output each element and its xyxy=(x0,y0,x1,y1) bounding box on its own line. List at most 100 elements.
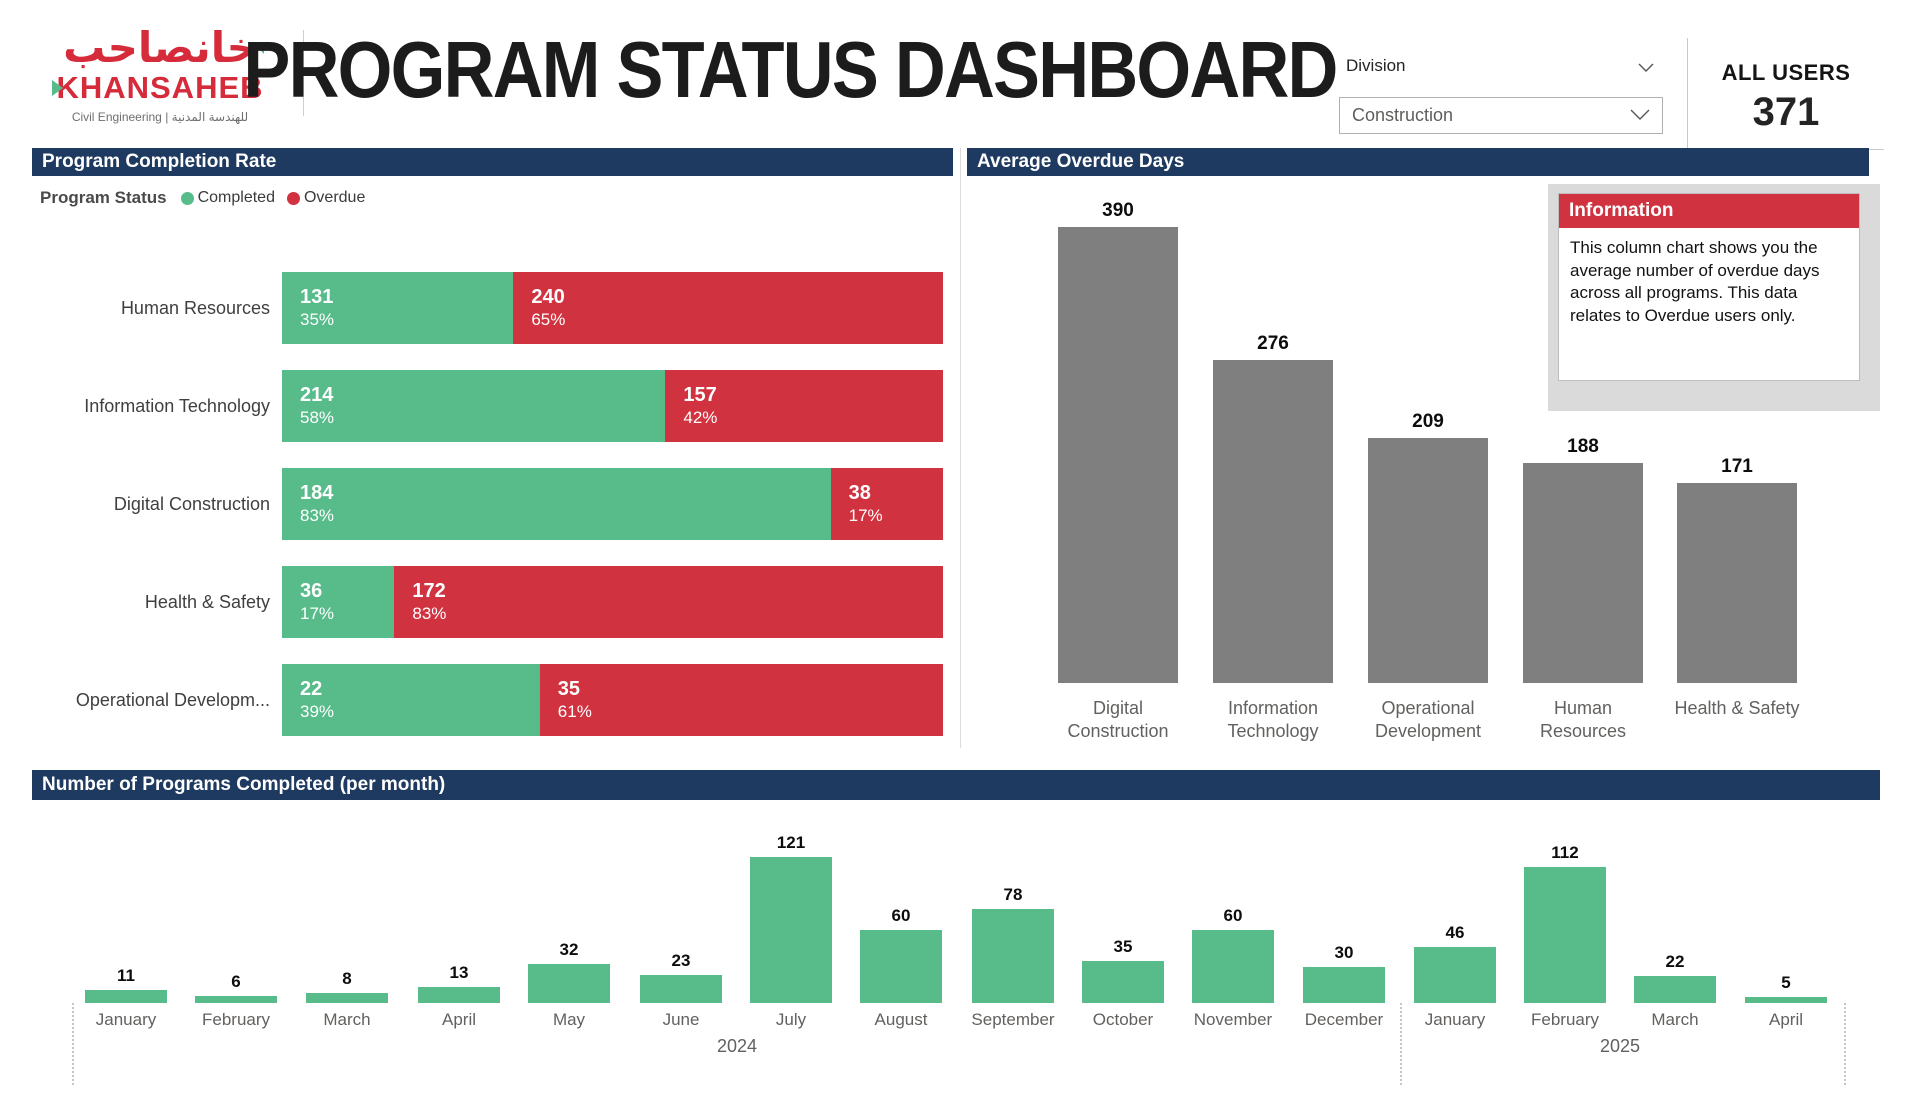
logo-tagline: Civil Engineering | للهندسة المدنية xyxy=(71,110,249,125)
completed-pct: 17% xyxy=(300,604,335,623)
overdue-count: 172 xyxy=(412,580,446,602)
column-value-label: 209 xyxy=(1412,411,1444,432)
slicer-menu-chevron-icon[interactable] xyxy=(1638,60,1654,78)
completed-pct: 35% xyxy=(300,310,335,329)
column-bar[interactable] xyxy=(1058,227,1178,683)
column-value-label: 121 xyxy=(776,833,806,852)
month-axis-label: October xyxy=(1092,1010,1154,1029)
page-title: PROGRAM STATUS DASHBOARD xyxy=(243,25,1338,114)
overdue-pct: 83% xyxy=(412,604,447,623)
column-bar[interactable] xyxy=(1745,997,1827,1003)
overdue-pct: 61% xyxy=(557,702,592,721)
column-bar[interactable] xyxy=(195,996,277,1003)
column-bar[interactable] xyxy=(1523,463,1643,683)
overdue-legend-dot-icon xyxy=(286,191,300,205)
overdue-segment[interactable]: 240 65% xyxy=(513,272,943,344)
column-bar[interactable] xyxy=(528,964,610,1003)
logo-green-accent-icon xyxy=(52,80,63,96)
column-value-label: 30 xyxy=(1334,943,1354,962)
axis-category-label: Health & Safety xyxy=(1674,698,1800,718)
overdue-pct: 42% xyxy=(683,408,718,427)
column-bar[interactable] xyxy=(860,930,942,1003)
monthly-column: 32 xyxy=(514,940,624,1003)
column-bar[interactable] xyxy=(1303,967,1385,1003)
completed-segment[interactable]: 184 83% xyxy=(282,468,831,540)
monthly-column: 23 xyxy=(626,951,736,1003)
monthly-column: 35 xyxy=(1068,937,1178,1003)
overdue-count: 35 xyxy=(557,678,581,700)
completion-row-information-technology: Information Technology 214 58% 157 42% xyxy=(32,370,943,442)
monthly-column: 112 xyxy=(1510,843,1620,1003)
column-bar[interactable] xyxy=(1082,961,1164,1003)
column-bar[interactable] xyxy=(640,975,722,1003)
column-bar[interactable] xyxy=(1192,930,1274,1003)
column-value-label: 112 xyxy=(1551,843,1579,862)
column-bar[interactable] xyxy=(1414,947,1496,1003)
column-value-label: 22 xyxy=(1665,952,1685,971)
information-card: Information This column chart shows you … xyxy=(1558,193,1860,381)
category-label: Digital Construction xyxy=(113,493,270,514)
column-bar[interactable] xyxy=(306,993,388,1003)
column-value-label: 46 xyxy=(1445,923,1465,942)
column-value-label: 6 xyxy=(231,972,241,991)
information-title: Information xyxy=(1559,194,1859,228)
column-value-label: 188 xyxy=(1567,436,1599,457)
division-slicer-label: Division xyxy=(1346,56,1406,75)
legend-overdue-label: Overdue xyxy=(303,189,366,206)
overdue-pct: 17% xyxy=(848,506,883,525)
information-tooltip-box: Information This column chart shows you … xyxy=(1548,184,1880,411)
completion-row-health-safety: Health & Safety 36 17% 172 83% xyxy=(32,566,943,638)
category-label: Information Technology xyxy=(84,395,270,416)
logo-green-accent-icon xyxy=(252,42,264,54)
overdue-segment[interactable]: 157 42% xyxy=(665,370,943,442)
monthly-column: 46 xyxy=(1400,923,1510,1003)
overdue-segment[interactable]: 38 17% xyxy=(830,468,943,540)
month-axis-label: January xyxy=(1424,1010,1486,1029)
column-bar[interactable] xyxy=(1368,438,1488,683)
axis-separator-dotted-line xyxy=(72,1003,74,1085)
column-bar[interactable] xyxy=(418,987,500,1003)
overdue-count: 240 xyxy=(531,286,565,308)
month-axis-label: September xyxy=(971,1010,1055,1029)
completed-segment[interactable]: 214 58% xyxy=(282,370,666,442)
column-bar[interactable] xyxy=(750,857,832,1003)
stacked-bar: 22 39% 35 61% xyxy=(282,664,943,736)
completed-segment[interactable]: 131 35% xyxy=(282,272,514,344)
column-bar[interactable] xyxy=(85,990,167,1003)
overdue-count: 157 xyxy=(683,384,717,406)
month-axis-label: March xyxy=(1651,1010,1699,1029)
overdue-days-column: 390 xyxy=(1058,200,1178,683)
completion-legend: Program Status Completed Overdue xyxy=(40,188,365,208)
all-users-label: ALL USERS xyxy=(1721,60,1851,85)
overdue-segment[interactable]: 35 61% xyxy=(539,664,943,736)
column-bar[interactable] xyxy=(1524,867,1606,1003)
column-value-label: 13 xyxy=(449,963,469,982)
column-value-label: 60 xyxy=(1223,906,1243,925)
column-bar[interactable] xyxy=(1634,976,1716,1003)
completed-segment[interactable]: 22 39% xyxy=(282,664,540,736)
stacked-bar: 131 35% 240 65% xyxy=(282,272,943,344)
chevron-down-icon[interactable] xyxy=(1630,105,1650,126)
division-dropdown[interactable]: Construction xyxy=(1339,97,1663,134)
stacked-bar: 184 83% 38 17% xyxy=(282,468,943,540)
year-separator-dotted-line xyxy=(1400,1003,1402,1085)
category-label: Operational Developm... xyxy=(75,689,270,710)
monthly-column: 5 xyxy=(1731,973,1841,1003)
completed-segment[interactable]: 36 17% xyxy=(282,566,395,638)
year-axis-label: 2024 xyxy=(716,1036,758,1056)
column-value-label: 8 xyxy=(342,969,352,988)
axis-category-label: Operational Development xyxy=(1374,698,1482,742)
stacked-bar: 214 58% 157 42% xyxy=(282,370,943,442)
legend-completed-label: Completed xyxy=(197,189,275,206)
column-value-label: 35 xyxy=(1113,937,1133,956)
column-bar[interactable] xyxy=(1213,360,1333,683)
column-bar[interactable] xyxy=(1677,483,1797,683)
axis-separator-dotted-line xyxy=(1844,1003,1846,1085)
overdue-segment[interactable]: 172 83% xyxy=(394,566,943,638)
overdue-days-column: 188 xyxy=(1523,436,1643,683)
overdue-pct: 65% xyxy=(531,310,566,329)
information-text: This column chart shows you the average … xyxy=(1570,238,1820,325)
logo-arabic-wordmark: خانصاحب xyxy=(63,24,257,71)
column-bar[interactable] xyxy=(972,909,1054,1003)
overdue-days-column: 276 xyxy=(1213,333,1333,683)
